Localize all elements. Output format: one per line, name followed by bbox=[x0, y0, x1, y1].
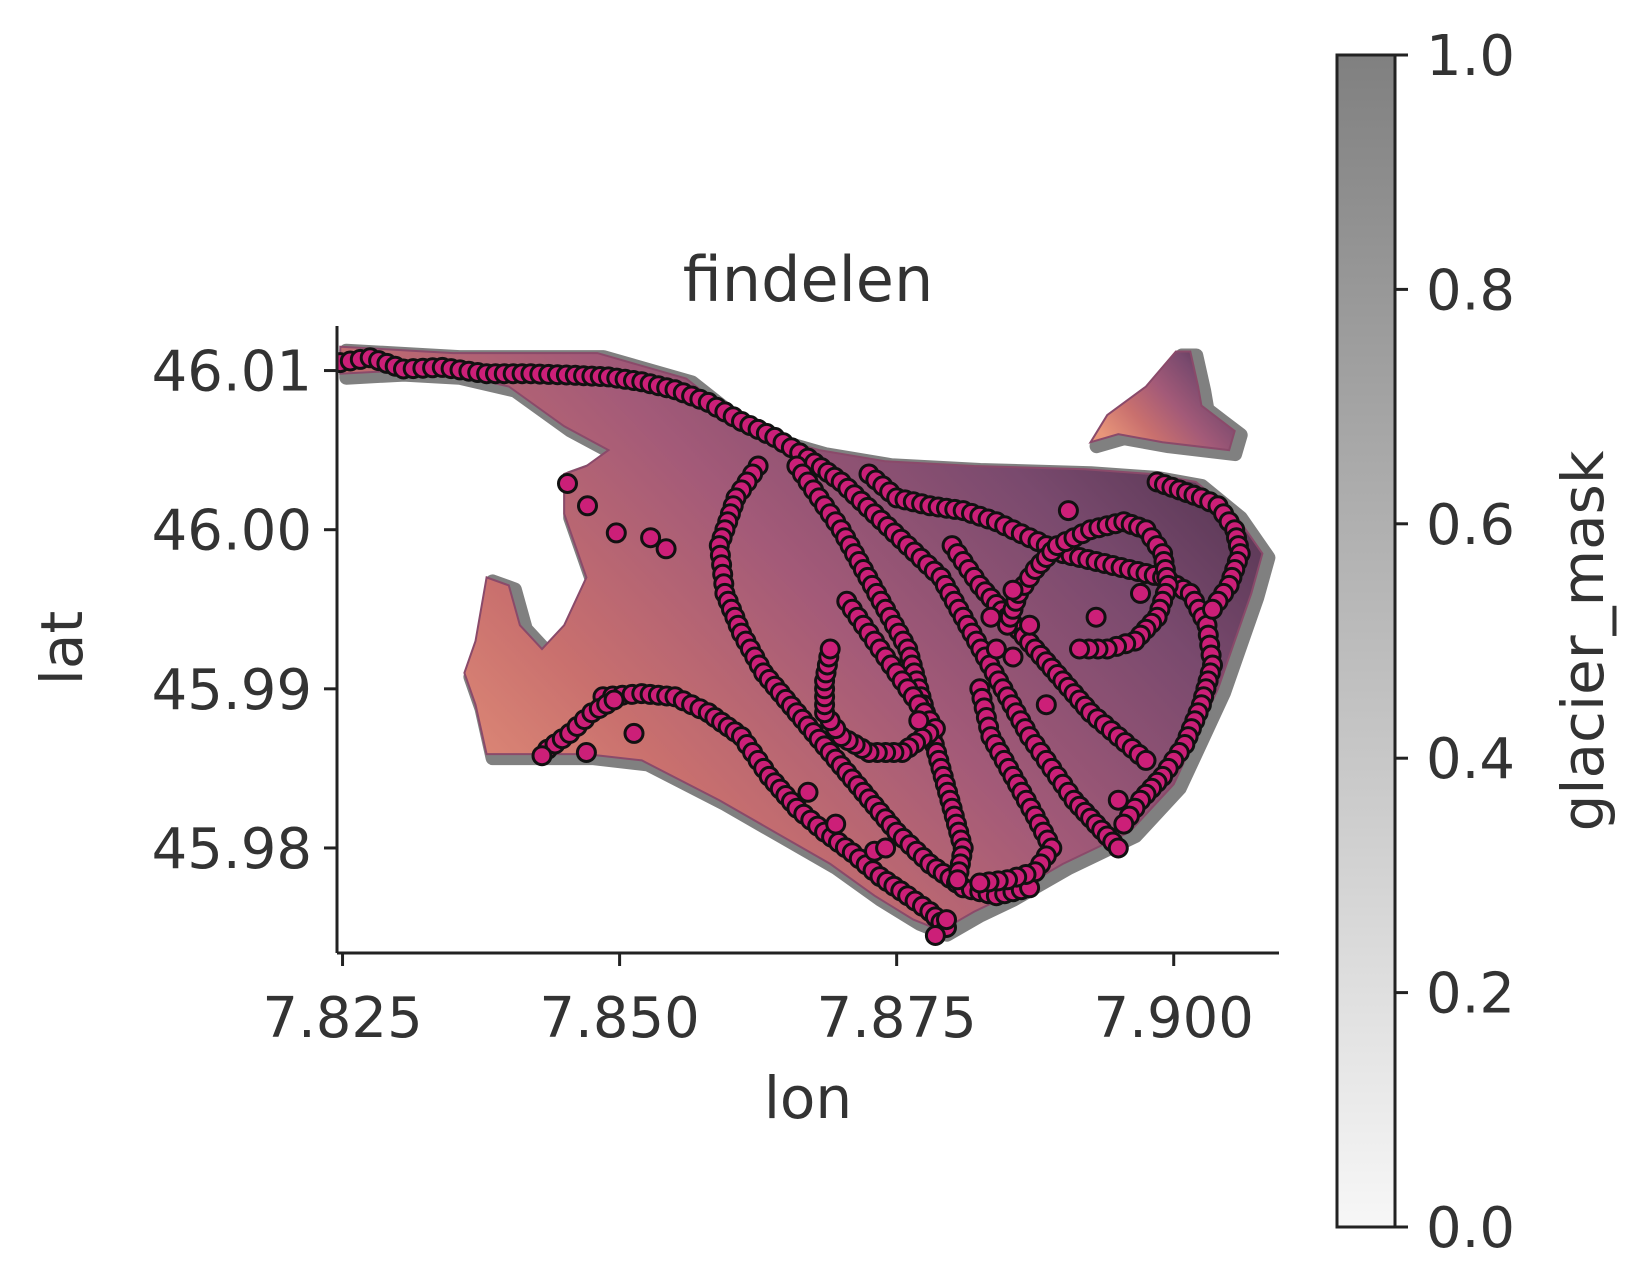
data-point bbox=[908, 710, 930, 732]
data-point bbox=[969, 872, 991, 894]
points-layer bbox=[337, 347, 1251, 946]
colorbar-tick-label: 0.4 bbox=[1426, 727, 1515, 792]
y-axis-label: lat bbox=[28, 611, 96, 685]
y-ticks: 45.98 45.99 46.00 46.01 bbox=[152, 340, 337, 882]
data-point bbox=[825, 813, 847, 835]
chart-title: findelen bbox=[683, 243, 934, 316]
colorbar-tick-label: 0.8 bbox=[1426, 258, 1515, 323]
data-point bbox=[1035, 694, 1057, 716]
colorbar-tick-label: 0.2 bbox=[1426, 962, 1515, 1027]
data-point bbox=[947, 869, 969, 891]
colorbar-ticks: 0.0 0.2 0.4 0.6 0.8 1.0 bbox=[1395, 24, 1515, 1261]
data-point bbox=[575, 742, 597, 763]
data-point bbox=[1069, 638, 1090, 660]
data-point bbox=[1019, 614, 1041, 636]
glacier-grid-region bbox=[1088, 350, 1236, 452]
data-point bbox=[1002, 646, 1024, 668]
colorbar-tick-label: 1.0 bbox=[1426, 24, 1515, 89]
data-point bbox=[1113, 813, 1135, 835]
data-point bbox=[605, 522, 627, 544]
y-tick-label: 46.01 bbox=[152, 340, 312, 405]
data-point bbox=[980, 606, 1002, 628]
y-tick-label: 46.00 bbox=[152, 499, 312, 564]
data-point bbox=[640, 527, 662, 549]
data-point bbox=[1107, 789, 1129, 811]
data-point bbox=[875, 837, 897, 859]
x-tick-label: 7.875 bbox=[816, 986, 976, 1051]
data-point bbox=[936, 909, 957, 931]
data-point bbox=[603, 689, 625, 711]
data-point bbox=[797, 781, 819, 803]
colorbar-tick-label: 0.6 bbox=[1426, 493, 1515, 558]
data-point bbox=[655, 538, 677, 560]
data-point bbox=[985, 638, 1007, 660]
data-point bbox=[577, 495, 598, 517]
y-tick-label: 45.99 bbox=[152, 658, 312, 723]
data-point bbox=[1202, 598, 1223, 620]
x-ticks: 7.825 7.850 7.875 7.900 bbox=[262, 953, 1254, 1051]
colorbar-tick-label: 0.0 bbox=[1426, 1196, 1515, 1261]
data-point bbox=[819, 638, 841, 660]
plot-area bbox=[337, 343, 1276, 946]
data-point bbox=[557, 473, 578, 494]
data-point bbox=[1135, 749, 1157, 771]
data-point bbox=[531, 745, 553, 767]
data-point bbox=[1002, 579, 1024, 601]
x-tick-label: 7.825 bbox=[262, 986, 422, 1051]
x-axis-label: lon bbox=[764, 1064, 852, 1132]
data-point bbox=[1057, 500, 1079, 522]
colorbar-label: glacier_mask bbox=[1549, 450, 1617, 831]
x-tick-label: 7.900 bbox=[1094, 986, 1254, 1051]
y-tick-label: 45.98 bbox=[152, 817, 312, 882]
data-point bbox=[623, 722, 645, 744]
data-point bbox=[1107, 837, 1129, 859]
data-point bbox=[1130, 582, 1151, 604]
data-point bbox=[924, 925, 946, 946]
data-point bbox=[1085, 606, 1107, 628]
colorbar bbox=[1335, 53, 1397, 1229]
x-tick-label: 7.850 bbox=[539, 986, 699, 1051]
